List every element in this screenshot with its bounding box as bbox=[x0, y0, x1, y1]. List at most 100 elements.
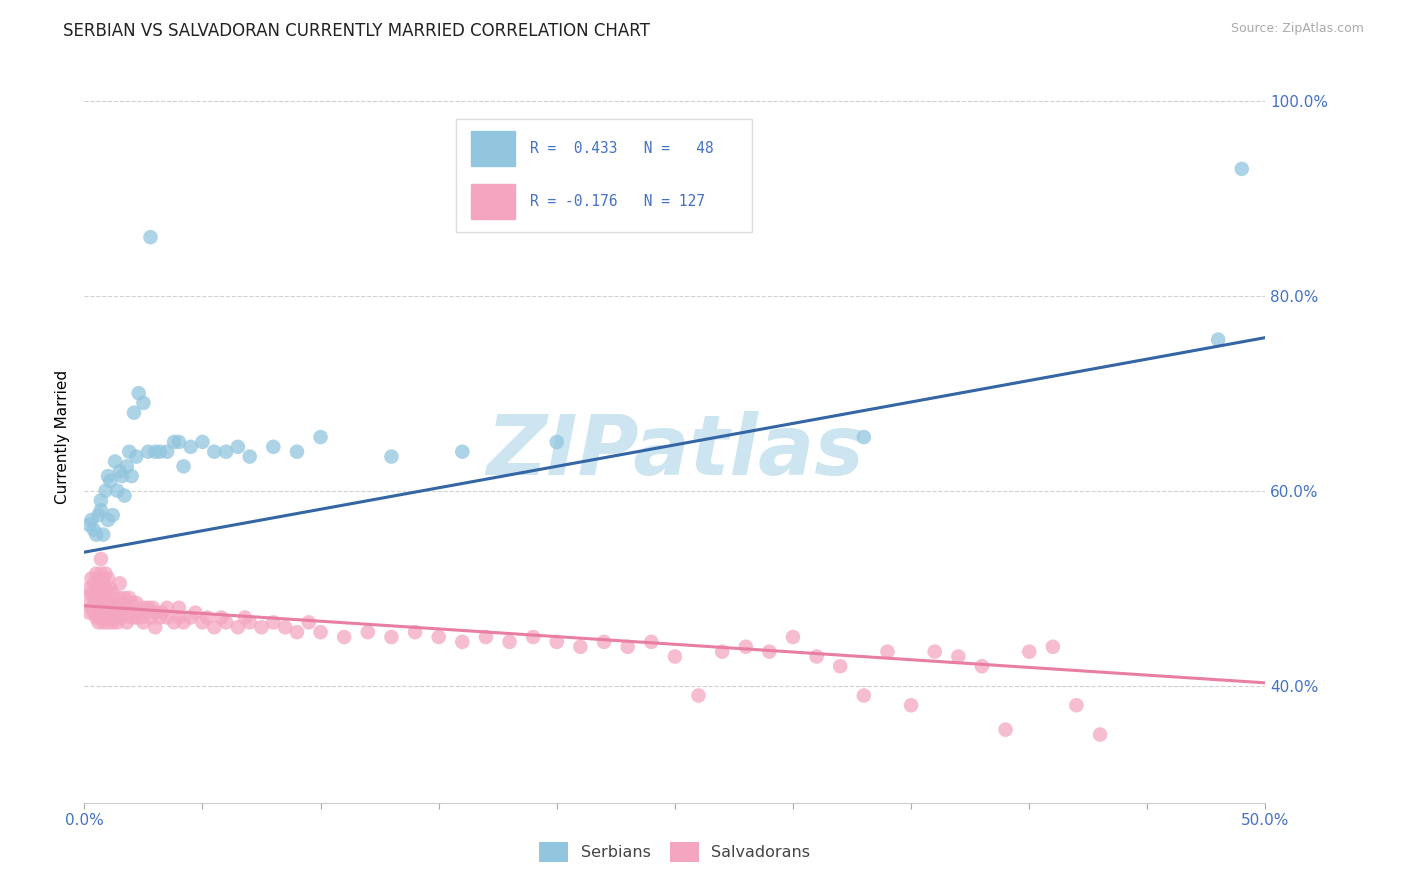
Point bbox=[97, 469, 120, 483]
Point bbox=[84, 596, 107, 610]
Point bbox=[195, 610, 218, 624]
Bar bbox=[471, 184, 516, 219]
Point bbox=[1018, 645, 1040, 659]
Text: R = -0.176   N = 127: R = -0.176 N = 127 bbox=[530, 194, 704, 209]
Point bbox=[180, 440, 202, 454]
Point bbox=[1206, 333, 1229, 347]
Point bbox=[84, 581, 107, 595]
Point bbox=[924, 645, 946, 659]
Point bbox=[143, 444, 166, 458]
Point bbox=[404, 625, 426, 640]
Point bbox=[76, 591, 98, 605]
Point bbox=[90, 566, 112, 581]
Point bbox=[90, 503, 112, 517]
Point bbox=[125, 596, 148, 610]
Point bbox=[167, 434, 190, 449]
Point bbox=[380, 450, 402, 464]
Point bbox=[994, 723, 1017, 737]
Point bbox=[118, 591, 141, 605]
Point bbox=[90, 552, 112, 566]
Point bbox=[90, 610, 112, 624]
Point bbox=[97, 586, 120, 600]
Point bbox=[357, 625, 380, 640]
Point bbox=[262, 615, 284, 630]
Point bbox=[83, 591, 105, 605]
Point bbox=[202, 444, 225, 458]
Point bbox=[121, 610, 143, 624]
Point bbox=[132, 396, 155, 410]
Point bbox=[226, 620, 249, 634]
Point bbox=[114, 489, 136, 503]
Text: Source: ZipAtlas.com: Source: ZipAtlas.com bbox=[1230, 22, 1364, 36]
Point bbox=[97, 572, 120, 586]
Point bbox=[239, 615, 262, 630]
Point bbox=[108, 606, 131, 620]
Point bbox=[948, 649, 970, 664]
Point bbox=[191, 615, 214, 630]
Point bbox=[80, 513, 103, 527]
Point bbox=[136, 600, 159, 615]
Point bbox=[184, 606, 207, 620]
Point bbox=[167, 600, 190, 615]
Point bbox=[107, 615, 129, 630]
Point bbox=[173, 459, 195, 474]
Point bbox=[87, 508, 110, 522]
Point bbox=[135, 606, 157, 620]
Point bbox=[107, 483, 129, 498]
Point bbox=[83, 606, 105, 620]
Point bbox=[226, 440, 249, 454]
Point bbox=[90, 581, 112, 595]
Point bbox=[101, 586, 124, 600]
Point bbox=[101, 615, 124, 630]
Point bbox=[91, 615, 114, 630]
Point bbox=[98, 474, 121, 488]
Point bbox=[711, 645, 734, 659]
Point bbox=[128, 386, 150, 401]
Point bbox=[309, 625, 332, 640]
Point bbox=[876, 645, 898, 659]
Point bbox=[91, 600, 114, 615]
Point bbox=[852, 430, 875, 444]
Point bbox=[77, 581, 100, 595]
Point bbox=[128, 606, 150, 620]
Point bbox=[98, 610, 121, 624]
Point bbox=[132, 615, 155, 630]
Point bbox=[108, 464, 131, 478]
Bar bbox=[471, 131, 516, 167]
Point bbox=[546, 635, 568, 649]
Point bbox=[83, 576, 105, 591]
Point bbox=[91, 527, 114, 541]
Point bbox=[233, 610, 256, 624]
Point bbox=[250, 620, 273, 634]
Point bbox=[98, 581, 121, 595]
Point bbox=[191, 434, 214, 449]
Point bbox=[115, 600, 138, 615]
Point bbox=[118, 444, 141, 458]
Point bbox=[616, 640, 638, 654]
Point bbox=[125, 610, 148, 624]
Point bbox=[215, 615, 238, 630]
Point bbox=[111, 610, 134, 624]
Point bbox=[664, 649, 686, 664]
Point bbox=[84, 610, 107, 624]
Point bbox=[970, 659, 993, 673]
Point bbox=[108, 576, 131, 591]
Text: ZIPatlas: ZIPatlas bbox=[486, 411, 863, 492]
Point bbox=[734, 640, 756, 654]
Point bbox=[97, 600, 120, 615]
Point bbox=[121, 469, 143, 483]
Point bbox=[108, 591, 131, 605]
Point bbox=[91, 572, 114, 586]
Point bbox=[758, 645, 780, 659]
Point bbox=[1088, 727, 1111, 741]
Point bbox=[94, 581, 117, 595]
Point bbox=[104, 596, 127, 610]
Point bbox=[546, 434, 568, 449]
Point bbox=[80, 572, 103, 586]
Point bbox=[77, 517, 100, 532]
Point bbox=[475, 630, 498, 644]
Point bbox=[522, 630, 544, 644]
Point bbox=[97, 513, 120, 527]
Point bbox=[143, 606, 166, 620]
Point bbox=[94, 483, 117, 498]
